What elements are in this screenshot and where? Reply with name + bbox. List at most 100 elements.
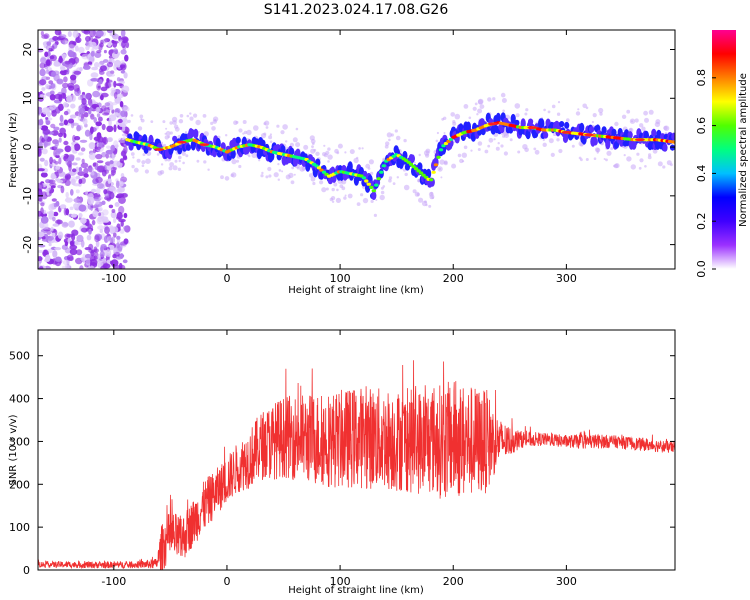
ridge-halo xyxy=(457,153,462,158)
ridge-halo xyxy=(598,107,604,114)
ridge-core xyxy=(413,167,419,171)
ridge-body xyxy=(185,144,191,151)
ridge-halo xyxy=(189,112,192,115)
ridge-halo xyxy=(179,114,184,118)
noise-speckle xyxy=(38,256,43,262)
ridge-halo xyxy=(344,194,347,197)
ridge-core xyxy=(316,166,322,170)
ridge-body xyxy=(579,122,585,133)
noise-speckle xyxy=(77,112,82,121)
noise-speckle xyxy=(107,73,116,77)
noise-speckle xyxy=(109,260,114,265)
ridge-halo xyxy=(163,143,167,148)
noise-speckle xyxy=(45,58,53,67)
noise-speckle xyxy=(106,125,114,133)
noise-speckle xyxy=(61,53,67,59)
noise-speckle xyxy=(55,151,61,155)
ridge-halo xyxy=(451,163,457,169)
noise-speckle xyxy=(39,62,46,69)
ridge-halo xyxy=(380,190,385,195)
noise-speckle xyxy=(115,195,122,199)
ridge-halo xyxy=(462,160,465,163)
ridge-halo xyxy=(605,158,608,162)
noise-speckle xyxy=(84,129,91,137)
noise-speckle xyxy=(65,191,69,199)
noise-speckle xyxy=(48,80,54,85)
ridge-halo xyxy=(189,116,194,121)
ridge-halo xyxy=(479,104,485,109)
spectrogram-ylabel: Frequency (Hz) xyxy=(8,112,19,188)
ridge-halo xyxy=(395,135,401,141)
noise-speckle xyxy=(89,258,98,266)
ridge-halo xyxy=(514,103,521,109)
ridge-halo xyxy=(310,148,316,154)
noise-speckle xyxy=(48,210,55,216)
ridge-body xyxy=(525,129,531,140)
ridge-body xyxy=(559,121,565,128)
ridge-halo xyxy=(331,187,335,192)
ridge-halo xyxy=(577,108,580,111)
noise-speckle xyxy=(71,229,79,236)
ridge-core xyxy=(376,177,381,181)
ridge-halo xyxy=(403,138,407,143)
noise-speckle xyxy=(123,238,129,245)
noise-speckle xyxy=(109,104,114,111)
noise-speckle xyxy=(58,57,64,64)
noise-speckle xyxy=(61,265,70,269)
noise-speckle xyxy=(119,101,124,108)
ridge-halo xyxy=(613,163,619,169)
noise-speckle xyxy=(101,151,107,158)
ridge-halo xyxy=(474,102,478,106)
noise-speckle xyxy=(87,196,95,205)
ridge-halo xyxy=(207,168,210,171)
noise-speckle xyxy=(76,125,81,132)
noise-speckle xyxy=(70,103,76,109)
ridge-halo xyxy=(388,176,393,180)
noise-speckle xyxy=(90,78,99,82)
noise-speckle xyxy=(96,113,101,118)
noise-speckle xyxy=(104,226,110,234)
ridge-halo xyxy=(402,168,407,172)
noise-speckle xyxy=(69,176,78,183)
noise-speckle xyxy=(77,171,85,177)
noise-speckle xyxy=(51,232,56,237)
ridge-halo xyxy=(177,167,182,171)
snr-ticks: -100 0 100 200 300 0 100 200 300 400 500 xyxy=(9,330,675,588)
ridge-halo xyxy=(269,133,272,136)
noise-speckle xyxy=(66,254,74,261)
spectrogram-xlabel: Height of straight line (km) xyxy=(288,285,424,296)
ridge-halo xyxy=(210,121,214,125)
ridge-halo xyxy=(184,131,188,134)
ridge-halo xyxy=(268,135,273,140)
ridge-body xyxy=(510,113,516,124)
ridge-halo xyxy=(325,150,330,155)
ridge-halo xyxy=(493,138,496,141)
snr-ytick-label: 200 xyxy=(9,478,30,491)
noise-speckle xyxy=(103,59,109,63)
ridge-halo xyxy=(470,149,473,152)
noise-speckle xyxy=(118,218,126,223)
noise-speckle xyxy=(59,122,65,126)
noise-speckle xyxy=(119,253,124,259)
colorbar-tick-label: 0.8 xyxy=(695,69,708,87)
noise-speckle xyxy=(115,83,123,87)
ridge-halo xyxy=(404,172,408,177)
noise-speckle xyxy=(123,106,130,112)
ridge-halo xyxy=(185,154,189,158)
noise-speckle xyxy=(73,143,81,151)
noise-speckle xyxy=(95,200,100,205)
noise-speckle xyxy=(88,152,97,160)
noise-speckle xyxy=(53,211,59,217)
ridge-halo xyxy=(606,150,612,156)
ridge-halo xyxy=(253,125,259,131)
ridge-halo xyxy=(468,116,472,120)
colorbar-tick-label: 0.2 xyxy=(695,212,708,230)
noise-speckle xyxy=(102,112,110,116)
noise-speckle xyxy=(80,227,88,233)
noise-speckle xyxy=(74,45,79,52)
ridge-halo xyxy=(636,152,640,156)
ridge-halo xyxy=(396,176,399,179)
noise-speckle xyxy=(92,148,96,154)
ridge-body xyxy=(605,138,611,150)
ridge-body xyxy=(514,119,520,126)
